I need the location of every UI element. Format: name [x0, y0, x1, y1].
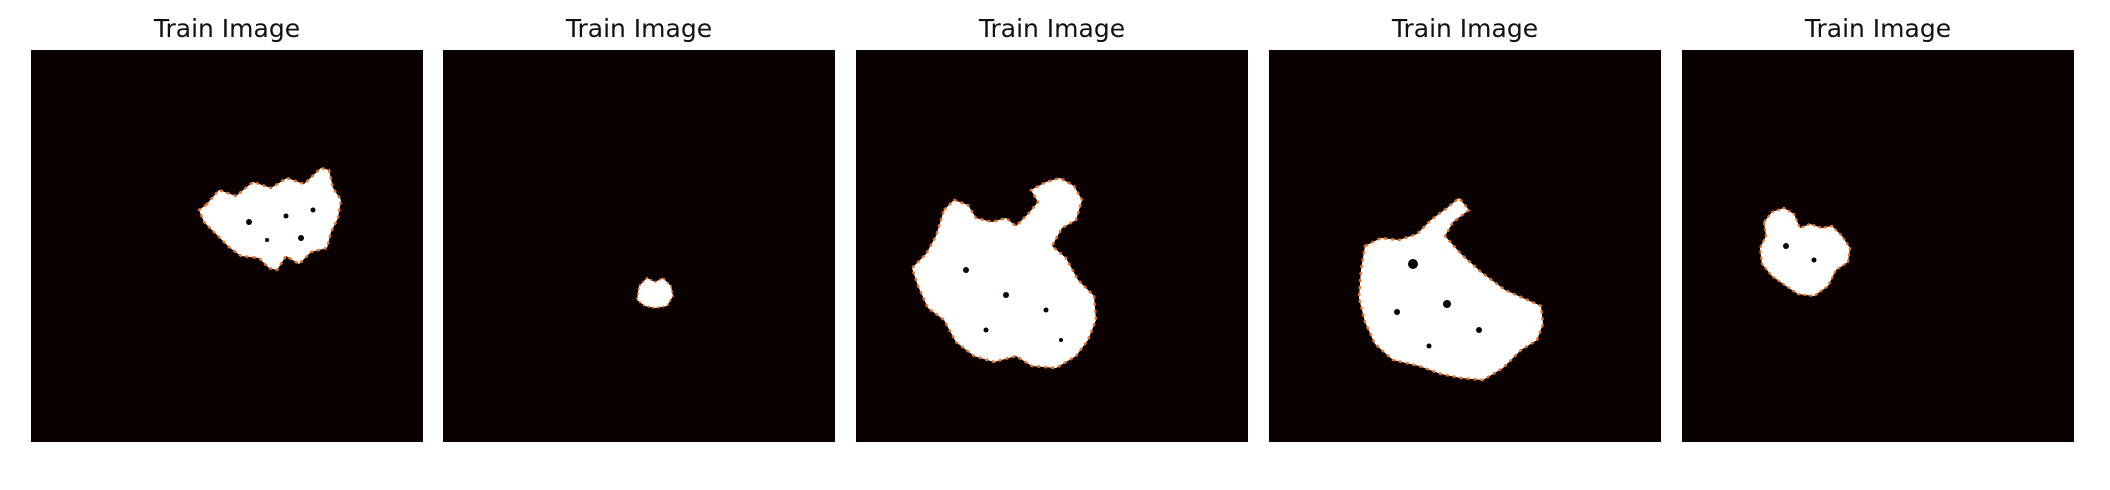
panel-title: Train Image [565, 14, 713, 43]
segmentation-mask [31, 50, 423, 442]
segmentation-mask [443, 50, 835, 442]
train-image [443, 50, 835, 442]
segmentation-mask [856, 50, 1248, 442]
panel-title: Train Image [1391, 14, 1539, 43]
segmentation-mask [1682, 50, 2074, 442]
panel-5: Train Image [1682, 0, 2074, 445]
train-image [856, 50, 1248, 442]
panel-1: Train Image [31, 0, 423, 445]
train-image [31, 50, 423, 442]
panel-title: Train Image [978, 14, 1126, 43]
panel-title: Train Image [153, 14, 301, 43]
train-image [1269, 50, 1661, 442]
segmentation-mask [1269, 50, 1661, 442]
panel-4: Train Image [1269, 0, 1661, 445]
panel-3: Train Image [856, 0, 1248, 445]
panel-2: Train Image [443, 0, 835, 445]
panel-title: Train Image [1804, 14, 1952, 43]
train-image [1682, 50, 2074, 442]
